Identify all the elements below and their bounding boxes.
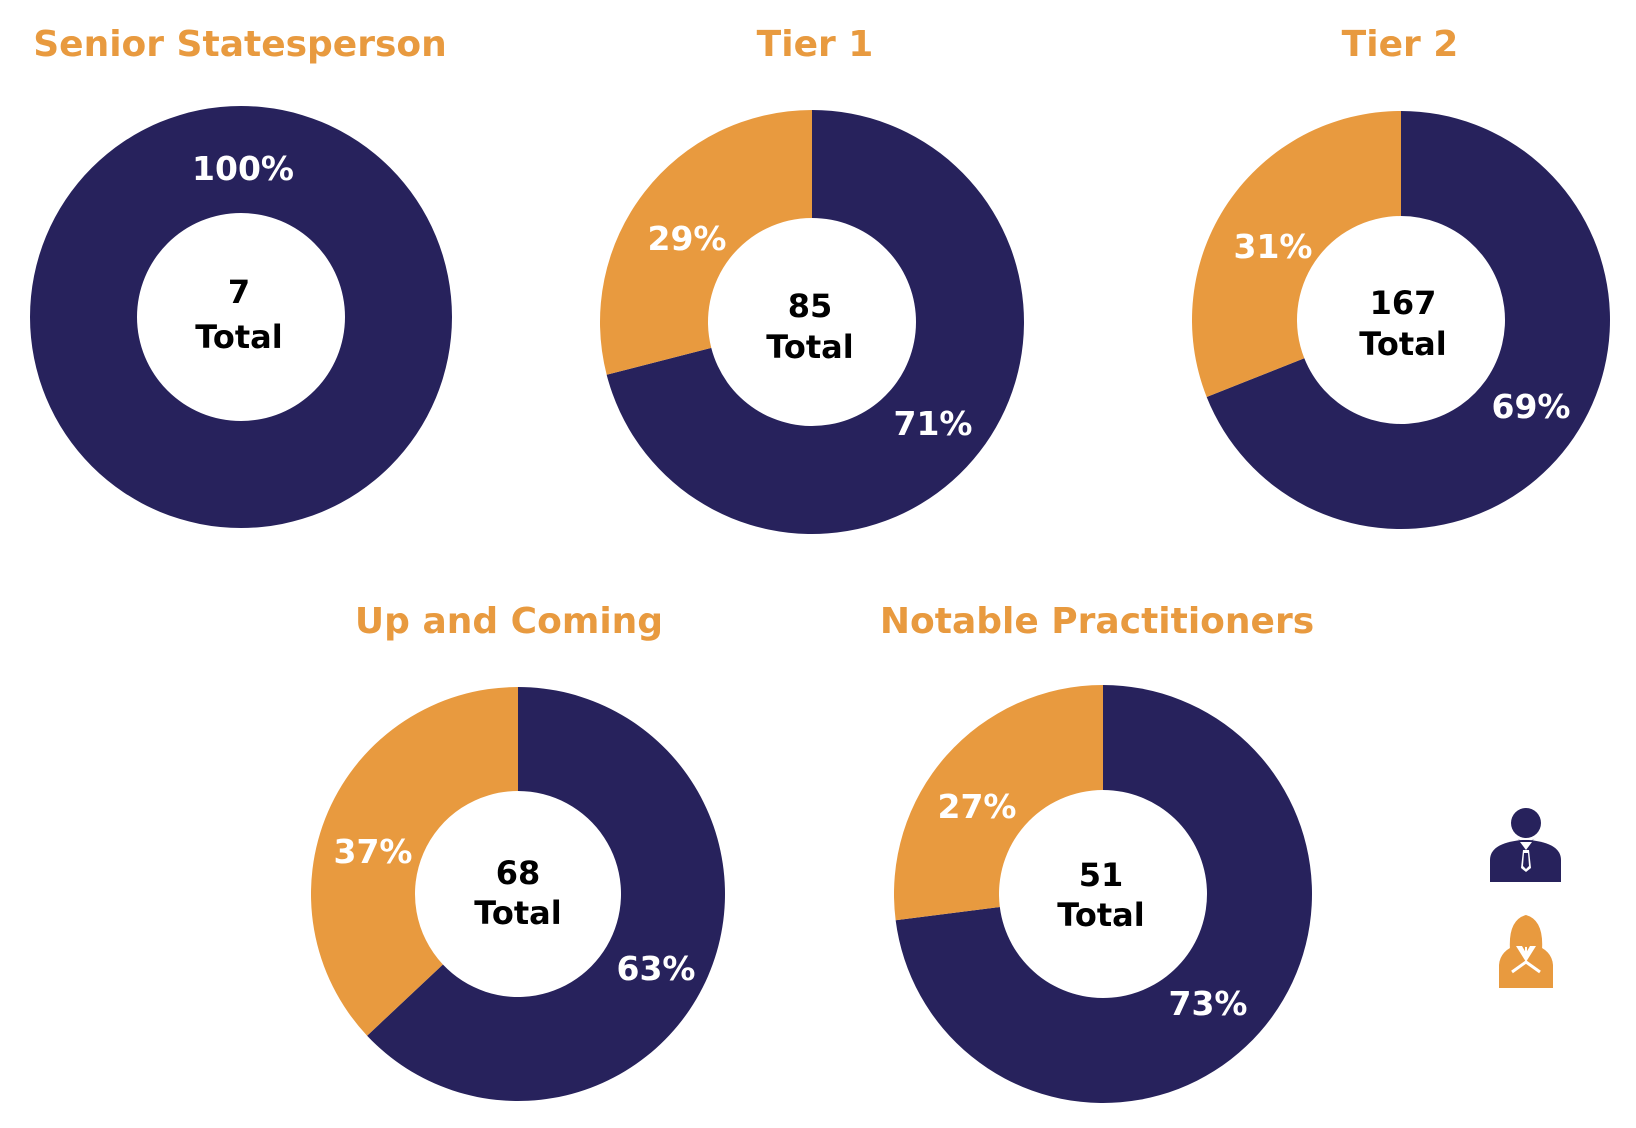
chart-title: Tier 2 [1342,24,1459,65]
center-total-label: Total [474,894,561,932]
center-total-value: 167 [1370,284,1437,322]
donut-slice-male [367,687,725,1101]
donut-slice-male [1206,111,1610,529]
donut-slice-female [1192,110,1401,397]
slice-label-male: 63% [617,949,696,988]
chart-title: Tier 1 [757,24,874,65]
center-total-label: Total [1057,896,1144,934]
slice-label-male: 73% [1169,984,1248,1023]
slice-label-female: 29% [648,219,727,258]
donut-chart-senior-statesperson: Senior Statesperson 100% 7 Total [30,24,452,528]
slice-label-female: 37% [334,832,413,871]
chart-title: Notable Practitioners [880,601,1314,642]
donut-chart-up-and-coming: Up and Coming 63% 37% 68 Total [310,601,725,1101]
center-total-value: 85 [788,287,833,325]
female-person-icon [1499,915,1553,988]
donut-slice-female [600,110,812,375]
chart-title: Senior Statesperson [33,24,447,65]
donut-slice-female [893,685,1103,921]
slice-label-male: 69% [1492,387,1571,426]
donut-slice-male [606,110,1025,535]
slice-label-male: 100% [192,149,294,188]
center-total-value: 68 [496,854,541,892]
donut-chart-tier-1: Tier 1 71% 29% 85 Total [600,24,1025,535]
slice-label-female: 31% [1234,227,1313,266]
donut-slice-male [895,685,1312,1103]
male-person-icon [1490,808,1561,882]
center-total-value: 7 [228,273,250,311]
donut-chart-notable-practitioners: Notable Practitioners 73% 27% 51 Total [880,601,1314,1103]
center-total-label: Total [1359,325,1446,363]
center-total-label: Total [195,318,282,356]
chart-title: Up and Coming [355,601,663,642]
slice-label-female: 27% [938,787,1017,826]
center-total-label: Total [766,328,853,366]
slice-label-male: 71% [894,404,973,443]
legend [1490,808,1561,988]
donut-chart-tier-2: Tier 2 69% 31% 167 Total [1192,24,1610,529]
center-total-value: 51 [1079,856,1124,894]
donut-slice-male [30,106,452,528]
donut-slice-female [310,687,518,1036]
